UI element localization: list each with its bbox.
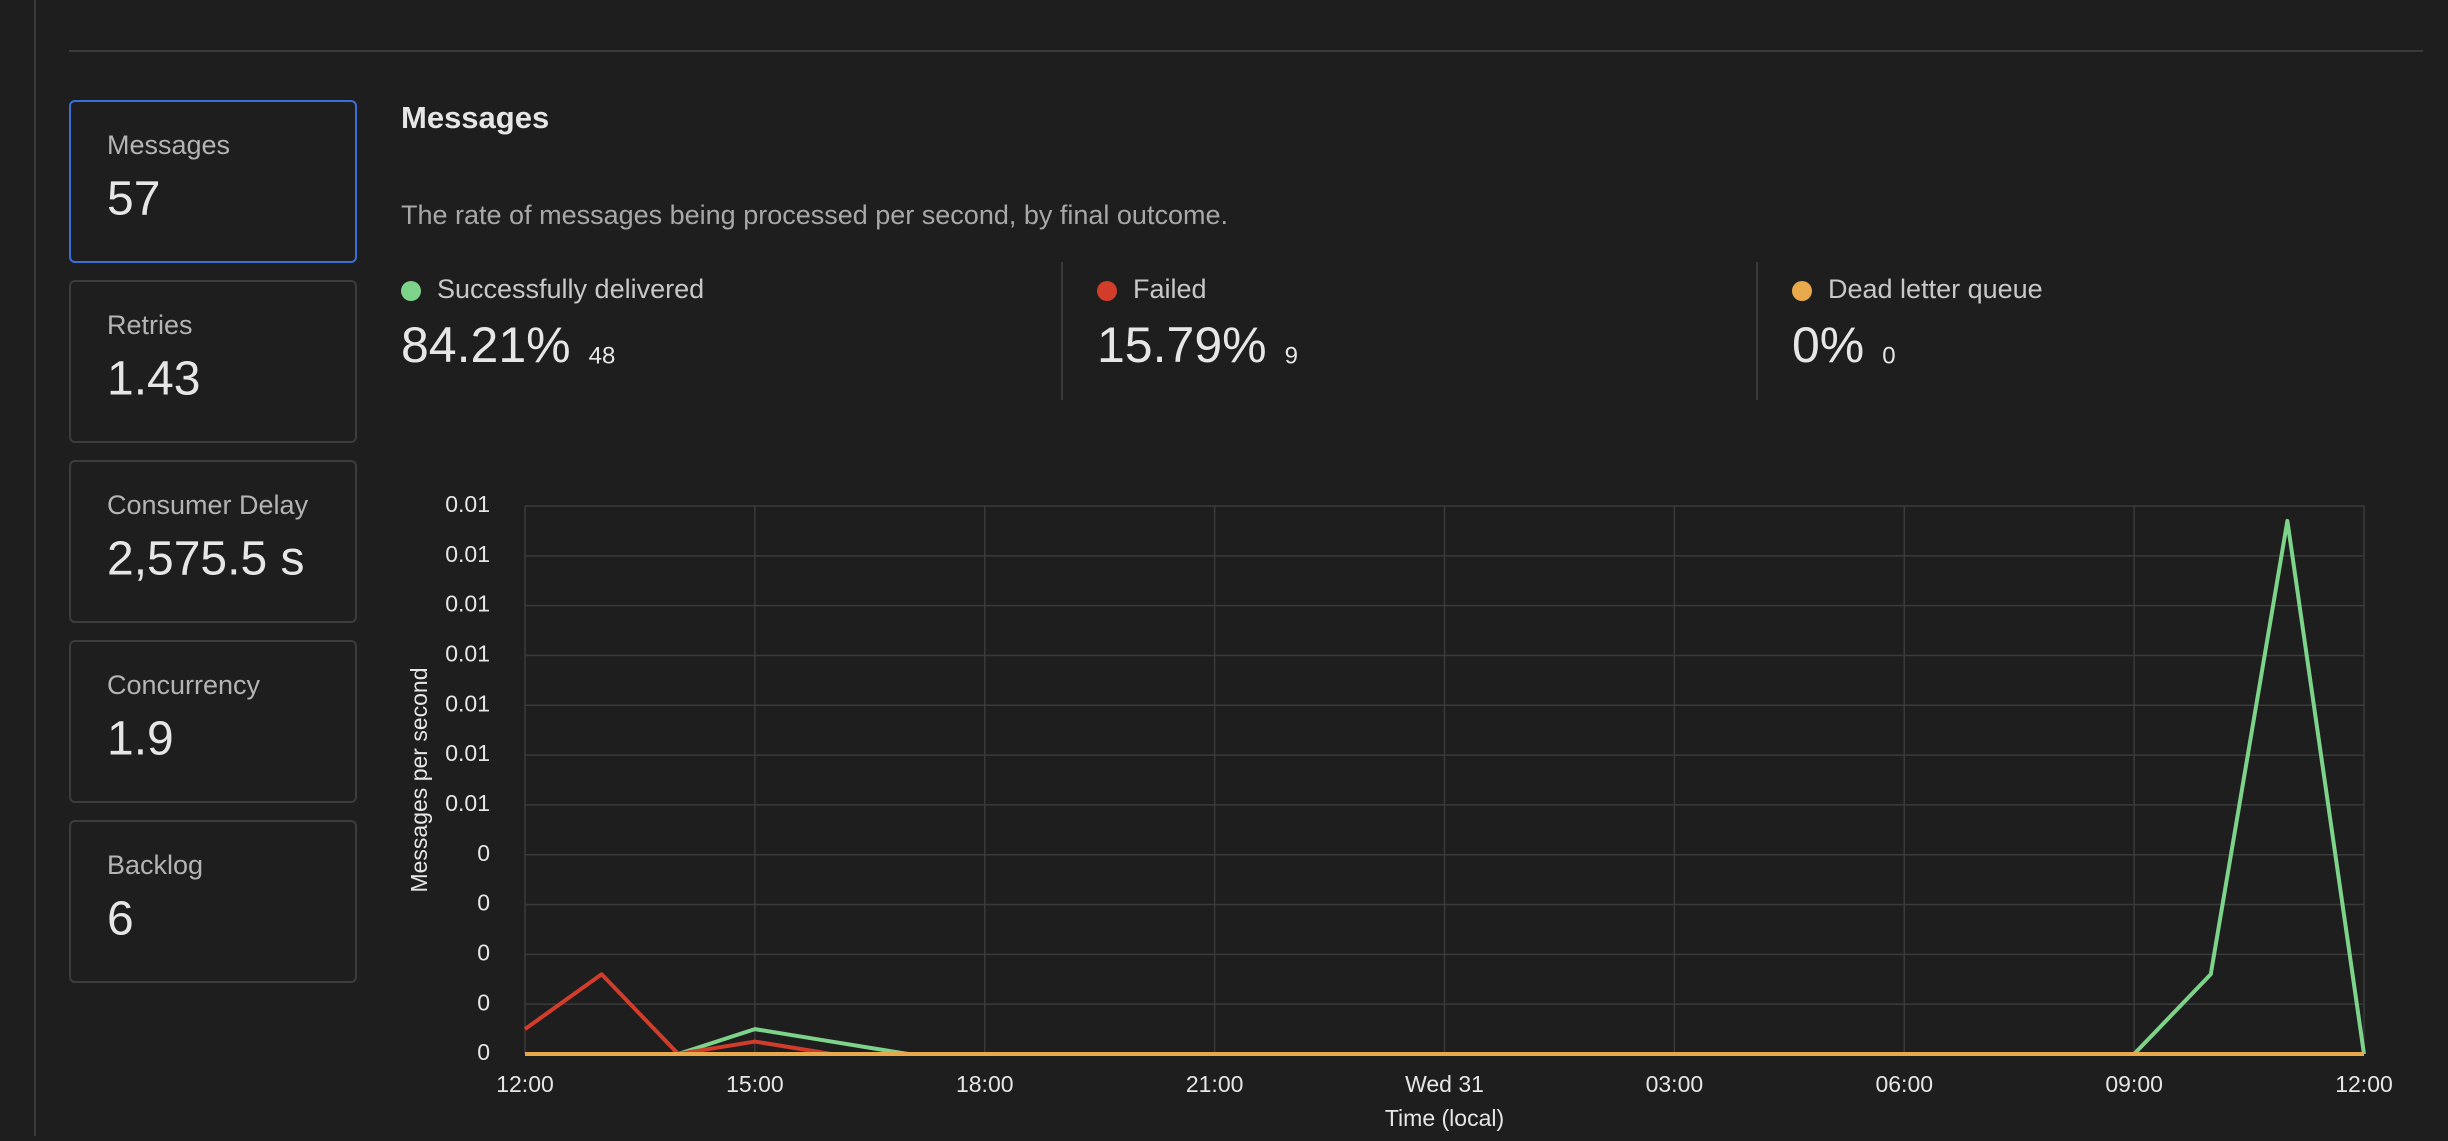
panel-title: Messages xyxy=(401,100,549,135)
legend-label: Successfully delivered xyxy=(437,274,704,304)
y-tick-label: 0 xyxy=(477,939,490,965)
x-tick-label: 06:00 xyxy=(1875,1071,1933,1097)
legend-dot xyxy=(1792,281,1812,301)
x-tick-label: 12:00 xyxy=(2335,1071,2393,1097)
metric-card[interactable] xyxy=(69,100,357,263)
metric-label: Messages xyxy=(107,130,230,160)
metric-label: Retries xyxy=(107,310,193,340)
y-tick-label: 0.01 xyxy=(445,541,490,567)
metric-card[interactable] xyxy=(69,280,357,443)
outcome-count: 0 xyxy=(1882,342,1895,369)
x-tick-label: 03:00 xyxy=(1646,1071,1704,1097)
y-tick-label: 0 xyxy=(477,989,490,1015)
legend-label: Dead letter queue xyxy=(1828,274,2043,304)
y-tick-label: 0.01 xyxy=(445,491,490,517)
outcome-percent: 84.21% xyxy=(401,317,571,373)
x-tick-label: 15:00 xyxy=(726,1071,784,1097)
metric-value: 2,575.5 s xyxy=(107,533,304,586)
outcome-count: 48 xyxy=(589,342,616,369)
x-axis-title: Time (local) xyxy=(1385,1105,1504,1131)
outcome-percent: 15.79% xyxy=(1097,317,1267,373)
metric-value: 6 xyxy=(107,893,134,946)
y-tick-label: 0 xyxy=(477,1039,490,1065)
y-tick-label: 0.01 xyxy=(445,740,490,766)
x-tick-label: 21:00 xyxy=(1186,1071,1244,1097)
y-tick-label: 0 xyxy=(477,840,490,866)
x-tick-label: 12:00 xyxy=(496,1071,554,1097)
outcome-percent: 0% xyxy=(1792,317,1864,373)
y-tick-label: 0.01 xyxy=(445,790,490,816)
legend-dot xyxy=(1097,281,1117,301)
panel-description: The rate of messages being processed per… xyxy=(401,200,1228,230)
legend-dot xyxy=(401,281,421,301)
metric-card[interactable] xyxy=(69,460,357,623)
y-tick-label: 0.01 xyxy=(445,641,490,667)
legend-label: Failed xyxy=(1133,274,1207,304)
y-tick-label: 0.01 xyxy=(445,690,490,716)
metric-label: Concurrency xyxy=(107,670,261,700)
x-tick-label: 18:00 xyxy=(956,1071,1014,1097)
metric-label: Backlog xyxy=(107,850,203,880)
y-axis-title: Messages per second xyxy=(406,667,432,892)
metric-card[interactable] xyxy=(69,820,357,983)
metric-value: 1.43 xyxy=(107,353,200,406)
x-tick-label: 09:00 xyxy=(2105,1071,2163,1097)
outcome-count: 9 xyxy=(1285,342,1298,369)
x-tick-label: Wed 31 xyxy=(1405,1071,1484,1097)
metric-value: 57 xyxy=(107,173,160,226)
metric-card[interactable] xyxy=(69,640,357,803)
y-tick-label: 0.01 xyxy=(445,591,490,617)
y-tick-label: 0 xyxy=(477,890,490,916)
metric-label: Consumer Delay xyxy=(107,490,309,520)
metric-value: 1.9 xyxy=(107,713,174,766)
